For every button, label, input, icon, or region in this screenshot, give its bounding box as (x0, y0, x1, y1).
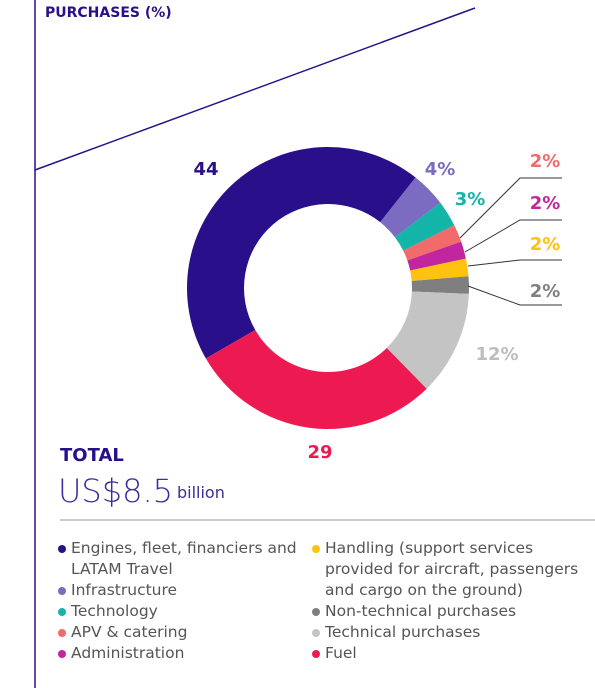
legend-item: Infrastructure (58, 580, 312, 601)
legend-item: Technology (58, 601, 312, 622)
data-label: 29 (307, 442, 332, 463)
legend: Engines, fleet, financiers and LATAM Tra… (58, 538, 592, 664)
data-label: 44 (193, 159, 218, 180)
donut-segment (186, 146, 416, 359)
legend-swatch (58, 587, 66, 595)
legend-item: Technical purchases (312, 622, 592, 643)
legend-swatch (58, 629, 66, 637)
legend-item: Engines, fleet, financiers and LATAM Tra… (58, 538, 312, 580)
legend-item: Non-technical purchases (312, 601, 592, 622)
donut-segment (410, 258, 469, 281)
donut-segment (403, 225, 462, 261)
legend-item: Fuel (312, 643, 592, 664)
legend-label: Infrastructure (71, 581, 178, 599)
legend-swatch (58, 545, 66, 553)
donut-segment (386, 291, 469, 389)
total: US$8.5 billion (58, 472, 225, 510)
chart-title: PURCHASES (%) (45, 5, 172, 21)
legend-label: Non-technical purchases (325, 602, 517, 620)
total-unit: billion (177, 483, 225, 502)
data-label: 4% (425, 159, 456, 180)
legend-label: Technology (71, 602, 158, 620)
legend-item: Administration (58, 643, 312, 664)
decor-line (34, 7, 476, 171)
data-label: 2% (530, 234, 561, 255)
legend-swatch (58, 650, 66, 658)
donut-segment (411, 276, 469, 294)
total-label: TOTAL (60, 445, 124, 466)
data-label: 2% (530, 281, 561, 302)
leader-line (464, 219, 562, 253)
legend-column: Engines, fleet, financiers and LATAM Tra… (58, 538, 312, 664)
data-label: 12% (475, 344, 518, 365)
data-label: 2% (530, 151, 561, 172)
legend-item: APV & catering (58, 622, 312, 643)
total-value: US$8.5 (58, 472, 173, 510)
data-label: 2% (530, 193, 561, 214)
legend-label: Handling (support services provided for … (325, 539, 579, 599)
legend-swatch (312, 629, 320, 637)
donut-segment (394, 202, 455, 251)
leader-line (467, 259, 562, 267)
legend-swatch (312, 545, 320, 553)
donut-segment (205, 330, 427, 429)
legend-column: Handling (support services provided for … (312, 538, 592, 664)
legend-label: APV & catering (71, 623, 188, 641)
legend-swatch (58, 608, 66, 616)
donut-segment (407, 241, 466, 271)
leader-line (467, 285, 562, 306)
legend-item: Handling (support services provided for … (312, 538, 592, 601)
data-label: 3% (455, 189, 486, 210)
legend-label: Administration (71, 644, 185, 662)
legend-swatch (312, 608, 320, 616)
legend-label: Fuel (325, 644, 357, 662)
leader-line (459, 177, 562, 239)
legend-label: Technical purchases (325, 623, 481, 641)
legend-swatch (312, 650, 320, 658)
legend-label: Engines, fleet, financiers and LATAM Tra… (71, 539, 297, 578)
donut-segment (380, 177, 441, 238)
